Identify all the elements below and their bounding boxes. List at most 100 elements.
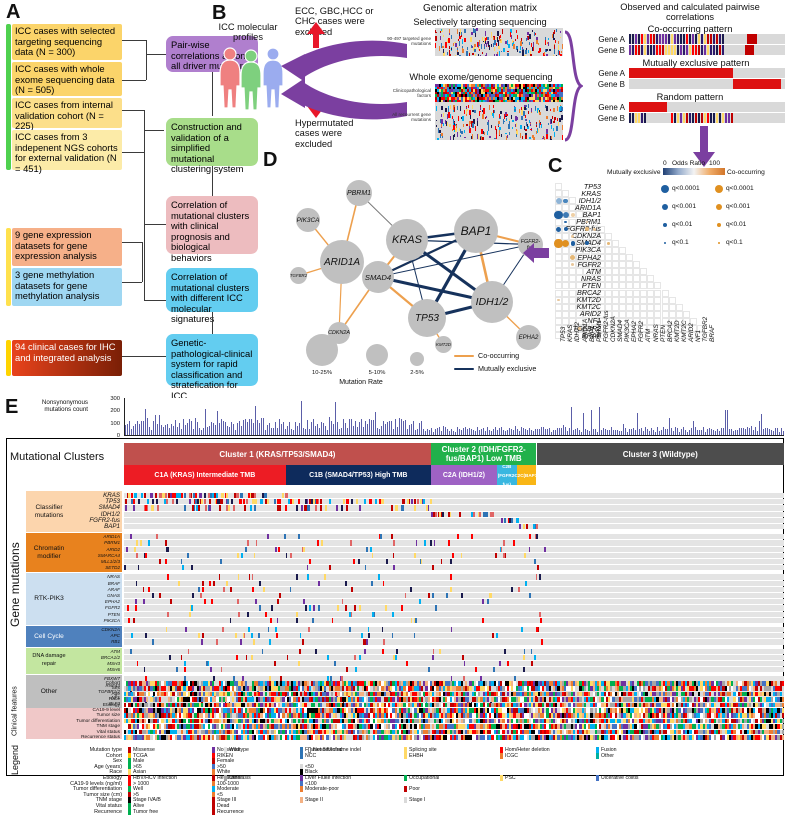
mutation-cell <box>276 599 279 605</box>
clinicopath-band-cell <box>561 89 563 92</box>
pattern-1-geneB-label: Gene B <box>597 80 625 89</box>
mutation-cell <box>239 499 242 505</box>
pattern-2-geneA-label: Gene A <box>598 103 625 112</box>
tmb-bar <box>599 407 600 435</box>
mutation-cell <box>137 565 140 571</box>
tmb-bar <box>339 428 340 435</box>
mutation-cell <box>159 559 162 565</box>
mutation-cell <box>440 559 443 565</box>
clinicopath-band-cell <box>517 97 519 100</box>
matrix-tick <box>505 135 508 140</box>
tmb-bar <box>779 431 780 435</box>
cluster-sub-bar[interactable]: C2A (IDH1/2) <box>430 465 497 485</box>
cluster-top-bar[interactable]: Cluster 2 (IDH/FGFR2-fus/BAP1) Low TMB <box>430 443 537 465</box>
mutation-cell <box>187 648 190 654</box>
clinicopath-band-cell <box>515 86 517 90</box>
gene-node[interactable]: BAP1 <box>454 209 498 253</box>
correlation-cell <box>555 275 563 283</box>
gene-node[interactable]: EPHA2 <box>516 325 541 350</box>
matrix-tick <box>469 120 471 125</box>
tmb-bar <box>575 429 576 435</box>
gene-node[interactable]: SMAD4 <box>362 261 394 293</box>
correlation-col-label: KMT2D <box>673 320 681 343</box>
clinicopath-band-cell <box>449 97 451 100</box>
clinicopath-band-cell <box>549 94 551 97</box>
mutation-cell <box>220 499 223 505</box>
pattern-segment <box>707 34 710 44</box>
gene-node[interactable]: ARID1A <box>320 240 364 284</box>
tmb-bar <box>425 430 426 435</box>
mutation-cell <box>296 574 298 580</box>
clinicopath-band-cell <box>527 94 529 97</box>
cluster-top-bar[interactable]: Cluster 1 (KRAS/TP53/SMAD4) <box>124 443 431 465</box>
matrix-tick <box>525 114 527 118</box>
panel-a-connector <box>144 300 166 301</box>
gene-node[interactable]: IDH1/2 <box>471 281 513 323</box>
gene-node[interactable]: KMT2D <box>435 336 452 353</box>
matrix-tick <box>461 31 463 36</box>
gene-row-label: MLL1/2/3 <box>100 559 120 564</box>
cluster-sub-bar[interactable]: C1A (KRAS) Intermediate TMB <box>124 465 286 485</box>
purple-down-arrow-icon <box>693 126 715 167</box>
tmb-bar <box>491 430 492 435</box>
mutation-cell <box>166 499 169 505</box>
correlation-cell <box>604 254 612 262</box>
tmb-bar <box>423 429 424 435</box>
mutation-cell <box>337 605 339 611</box>
tmb-bar <box>601 429 602 435</box>
mutation-cell <box>198 586 201 593</box>
matrix-tick <box>435 30 437 34</box>
matrix-tick <box>476 28 478 31</box>
pattern-segment <box>635 34 638 44</box>
mutation-cell <box>393 565 396 571</box>
gene-node[interactable]: PIK3CA <box>296 208 320 232</box>
mutation-cell <box>346 499 349 505</box>
clinicopath-band-cell <box>529 91 531 95</box>
tmb-bar <box>315 426 316 435</box>
tmb-bar <box>381 426 382 435</box>
tmb-bar <box>293 429 294 435</box>
tmb-bar <box>639 429 640 435</box>
clinicopath-band-cell <box>507 86 509 90</box>
tmb-bar <box>751 425 752 435</box>
clinicopath-band-cell <box>459 99 461 103</box>
clinicopath-band-cell <box>443 97 445 100</box>
mutation-cell <box>371 611 374 617</box>
clinicopath-band-cell <box>561 94 563 97</box>
legend-label-cooccurring: q<0.01 <box>726 221 747 228</box>
matrix-tick <box>549 49 551 52</box>
tmb-bar <box>185 425 186 435</box>
pattern-segment <box>733 79 781 89</box>
gene-node[interactable]: TP53 <box>408 299 446 337</box>
clinicopath-band-cell <box>533 94 535 97</box>
correlation-cell <box>675 317 683 325</box>
tmb-bar <box>675 427 676 435</box>
correlation-cell <box>697 332 705 340</box>
tmb-bar <box>719 431 720 435</box>
gene-group-label-text: RTK-PIK3 <box>34 595 64 603</box>
clinicopath-band-cell <box>505 99 507 103</box>
gene-node[interactable]: PBRM1 <box>346 180 372 206</box>
panel-a-output-box: Construction and validation of a simplif… <box>166 118 258 174</box>
clinicopath-band-cell <box>463 84 465 87</box>
mutation-cell <box>516 517 519 524</box>
mutation-cell <box>200 499 203 505</box>
clinicopath-band-cell <box>531 94 533 97</box>
clinicopath-band-cell <box>535 94 537 97</box>
correlation-col-label: BRCA2 <box>666 320 674 343</box>
tmb-bar <box>453 430 454 435</box>
clinicopath-band-cell <box>475 86 477 90</box>
gene-node[interactable]: TGFBR2 <box>290 267 307 284</box>
correlation-cell <box>555 289 563 297</box>
gene-node[interactable]: KRAS <box>386 219 428 261</box>
mutation-cell <box>212 580 215 586</box>
cluster-top-bar[interactable]: Cluster 3 (Wildtype) <box>536 443 784 465</box>
cluster-sub-bar[interactable]: C2C(BAP1) <box>514 465 539 485</box>
gene-node-label: KMT2D <box>436 342 451 347</box>
cluster-sub-bar[interactable]: C2B (FGFR2-fus) <box>496 464 517 487</box>
matrix-tick <box>439 31 442 34</box>
correlation-cell <box>590 246 598 254</box>
cluster-sub-bar[interactable]: C1B (SMAD4/TP53) High TMB <box>285 465 431 485</box>
clinicopath-band-cell <box>461 97 463 100</box>
mutation-cell <box>448 540 450 546</box>
